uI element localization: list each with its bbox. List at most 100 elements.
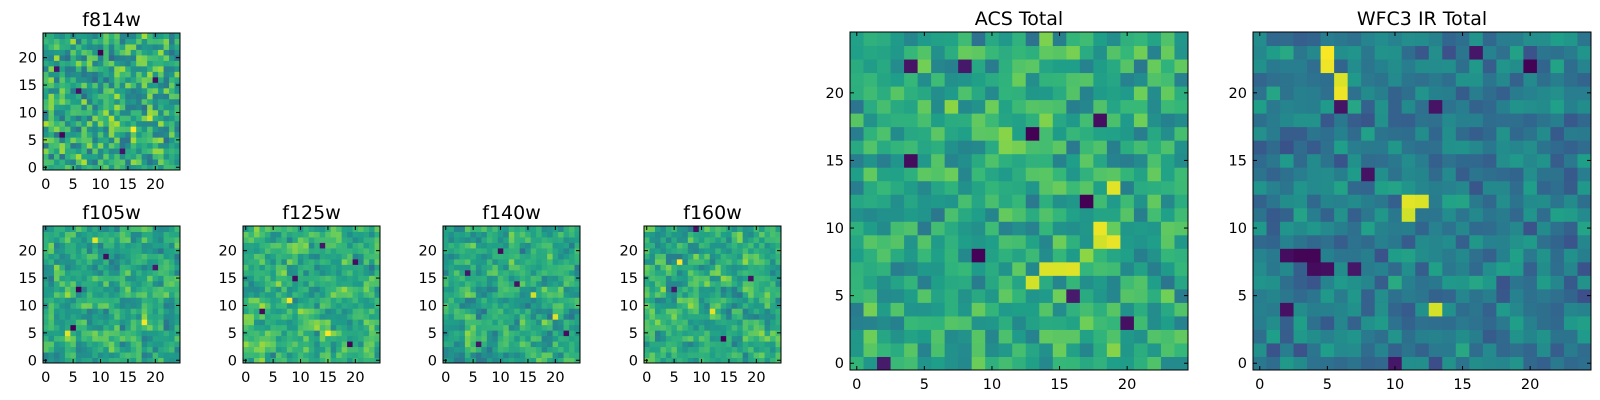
heatmap-cell xyxy=(1266,275,1281,290)
heatmap-cell xyxy=(297,236,304,243)
heatmap-cell xyxy=(369,269,376,276)
heatmap-cell xyxy=(890,275,905,290)
heatmap-cell xyxy=(1120,180,1135,195)
heatmap-cell xyxy=(330,302,337,309)
heatmap-cell xyxy=(119,76,126,83)
heatmap-cell xyxy=(1039,207,1054,222)
heatmap-cell xyxy=(70,49,77,56)
heatmap-cell xyxy=(1428,45,1443,60)
heatmap-cell xyxy=(1039,59,1054,74)
heatmap-cell xyxy=(108,286,115,293)
heatmap-cell xyxy=(314,302,321,309)
heatmap-cell xyxy=(59,126,66,133)
heatmap-cell xyxy=(86,236,93,243)
heatmap-cell xyxy=(1133,302,1148,317)
y-tick-label: 15 xyxy=(219,271,237,287)
heatmap-cell xyxy=(75,109,82,116)
heatmap-cell xyxy=(147,104,154,111)
heatmap-cell xyxy=(492,226,499,232)
heatmap-cell xyxy=(330,226,337,232)
heatmap-cell xyxy=(775,297,782,304)
heatmap-cell xyxy=(163,330,170,337)
heatmap-cell xyxy=(715,319,722,326)
heatmap-cell xyxy=(81,76,88,83)
heatmap-cell xyxy=(1079,302,1094,317)
heatmap-cell xyxy=(671,297,678,304)
heatmap-cell xyxy=(97,335,104,342)
heatmap-cell xyxy=(163,286,170,293)
heatmap-cell xyxy=(552,324,559,331)
heatmap-cell xyxy=(660,297,667,304)
heatmap-cell xyxy=(1496,126,1511,141)
heatmap-cell xyxy=(48,346,55,353)
heatmap-cell xyxy=(569,275,576,282)
heatmap-cell xyxy=(70,346,77,353)
heatmap-cell xyxy=(59,115,66,122)
heatmap-cell xyxy=(174,236,181,243)
heatmap-cell xyxy=(1374,342,1389,357)
heatmap-cell xyxy=(169,148,176,155)
heatmap-cell xyxy=(1388,275,1403,290)
heatmap-cell xyxy=(558,297,565,304)
heatmap-cell xyxy=(709,226,716,232)
heatmap-cell xyxy=(136,297,143,304)
heatmap-cell xyxy=(917,32,932,47)
heatmap-cell xyxy=(275,352,282,359)
heatmap-cell xyxy=(248,341,255,348)
heatmap-cell xyxy=(163,87,170,94)
heatmap-cell xyxy=(563,269,570,276)
heatmap-cell xyxy=(259,324,266,331)
heatmap-cell xyxy=(682,231,689,238)
heatmap-cell xyxy=(347,231,354,238)
heatmap-cell xyxy=(125,308,132,315)
heatmap-cell xyxy=(770,319,777,326)
heatmap-cell xyxy=(1307,72,1322,87)
heatmap-cell xyxy=(770,258,777,265)
heatmap-cell xyxy=(53,346,60,353)
heatmap-cell xyxy=(742,341,749,348)
heatmap-cell xyxy=(1577,99,1592,114)
heatmap-cell xyxy=(43,231,49,238)
heatmap-cell xyxy=(1052,248,1067,263)
heatmap-cell xyxy=(243,346,249,353)
heatmap-cell xyxy=(1025,140,1040,155)
heatmap-cell xyxy=(264,258,271,265)
heatmap-cell xyxy=(890,72,905,87)
heatmap-cell xyxy=(59,159,66,166)
heatmap-cell xyxy=(715,357,722,364)
heatmap-cell xyxy=(917,167,932,182)
heatmap-cell xyxy=(64,346,71,353)
heatmap-cell xyxy=(119,264,126,271)
heatmap-cell xyxy=(141,142,148,149)
heatmap-cell xyxy=(1320,356,1335,371)
heatmap-cell xyxy=(1455,86,1470,101)
heatmap-cell xyxy=(125,104,132,111)
heatmap-cell xyxy=(541,242,548,249)
heatmap-cell xyxy=(1093,329,1108,344)
heatmap-cell xyxy=(492,297,499,304)
heatmap-cell xyxy=(330,319,337,326)
heatmap-cell xyxy=(552,280,559,287)
heatmap-cell xyxy=(1066,180,1081,195)
heatmap-cell xyxy=(297,352,304,359)
heatmap-cell xyxy=(141,330,148,337)
heatmap-cell xyxy=(59,142,66,149)
heatmap-cell xyxy=(514,242,521,249)
heatmap-cell xyxy=(748,280,755,287)
heatmap-cell xyxy=(264,346,271,353)
heatmap-cell xyxy=(1280,99,1295,114)
x-tick-label: 0 xyxy=(642,370,651,386)
heatmap-cell xyxy=(248,236,255,243)
heatmap-cell xyxy=(470,313,477,320)
heatmap-cell xyxy=(275,346,282,353)
heatmap-cell xyxy=(486,324,493,331)
heatmap-cell xyxy=(1442,194,1457,209)
heatmap-cell xyxy=(536,352,543,359)
heatmap-cell xyxy=(1442,207,1457,222)
heatmap-cell xyxy=(1415,221,1430,236)
heatmap-cell xyxy=(503,324,510,331)
heatmap-cell xyxy=(147,98,154,105)
heatmap-cell xyxy=(475,236,482,243)
heatmap-cell xyxy=(163,291,170,298)
heatmap-cell xyxy=(541,226,548,232)
